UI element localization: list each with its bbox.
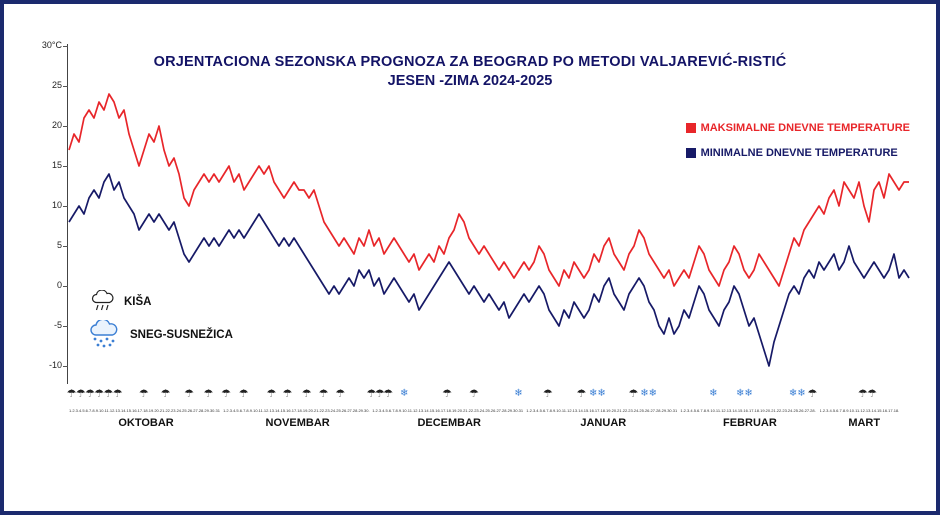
rain-icon: ☂ xyxy=(442,388,452,400)
rain-icon: ☂ xyxy=(66,388,77,400)
snow-icon: ❄ xyxy=(588,388,598,399)
rain-cloud-icon xyxy=(91,290,114,311)
y-tick-mark xyxy=(63,246,68,247)
max-temp-swatch xyxy=(685,123,696,133)
day-numbers: 1.2.3.4.5.6.7.8.9.10.11.12.13.14.15.16.1… xyxy=(372,408,524,413)
snow-icon: ❄ xyxy=(797,388,806,399)
month-label: OKTOBAR xyxy=(118,417,174,429)
month-label: DECEMBAR xyxy=(417,417,481,429)
month-mart: 1.2.3.4.5.6.7.8.9.10.11.12.13.14.15.16.1… xyxy=(820,408,909,429)
day-numbers: 1.2.3.4.5.6.7.8.9.10.11.12.13.14.15.16.1… xyxy=(819,408,900,413)
rain-icon: ☂ xyxy=(160,388,171,400)
rain-icon: ☂ xyxy=(468,388,479,400)
rain-icon: ☂ xyxy=(266,388,277,400)
rain-icon: ☂ xyxy=(335,388,346,400)
series-line-max xyxy=(68,93,909,287)
y-tick-mark xyxy=(63,286,68,287)
rain-icon: ☂ xyxy=(221,388,232,400)
rain-icon: ☂ xyxy=(542,388,553,400)
y-tick-label: 20 xyxy=(51,120,62,130)
y-tick-mark xyxy=(63,166,68,167)
snow-icon: ❄ xyxy=(744,388,753,399)
snow-icon: ❄ xyxy=(640,388,649,399)
snow-icon: ❄ xyxy=(709,388,718,399)
snow-legend: SNEG-SUSNEŽICA xyxy=(88,320,233,350)
rain-icon: ☂ xyxy=(238,388,249,400)
day-numbers: 1.2.3.4.5.6.7.8.9.10.11.12.13.14.15.16.1… xyxy=(69,408,220,413)
rain-legend-label: KIŠA xyxy=(124,296,152,308)
rain-icon: ☂ xyxy=(138,388,149,400)
y-tick-mark xyxy=(63,86,68,87)
rain-icon: ☂ xyxy=(576,388,587,400)
month-novembar: 1.2.3.4.5.6.7.8.9.10.11.12.13.14.15.16.1… xyxy=(223,408,372,429)
y-tick-label: 0 xyxy=(56,280,62,290)
day-numbers: 1.2.3.4.5.6.7.8.9.10.11.12.13.14.15.16.1… xyxy=(526,408,678,413)
min-temp-label: MINIMALNE DNEVNE TEMPERATURE xyxy=(700,147,898,159)
day-numbers: 1.2.3.4.5.6.7.8.9.10.11.12.13.14.15.16.1… xyxy=(680,408,816,413)
rain-icon: ☂ xyxy=(374,388,385,400)
legend-max-row: MAKSIMALNE DNEVNE TEMPERATURE xyxy=(685,122,910,134)
y-tick-label: 5 xyxy=(56,240,62,250)
snow-icon: ❄ xyxy=(399,388,409,399)
y-tick-mark xyxy=(63,46,68,47)
rain-icon: ☂ xyxy=(383,388,394,400)
y-tick-label: -5 xyxy=(53,320,62,330)
rain-icon: ☂ xyxy=(103,388,114,400)
chart-title: ORJENTACIONA SEZONSKA PROGNOZA ZA BEOGRA… xyxy=(4,54,936,89)
snow-icon: ❄ xyxy=(788,388,798,399)
rain-icon: ☂ xyxy=(203,388,214,400)
snow-cloud-icon xyxy=(90,320,118,348)
rain-legend: KIŠA xyxy=(90,290,151,314)
rain-icon: ☂ xyxy=(318,388,329,400)
rain-icon: ☂ xyxy=(85,388,95,400)
month-decembar: 1.2.3.4.5.6.7.8.9.10.11.12.13.14.15.16.1… xyxy=(372,408,526,429)
series-line-min xyxy=(68,173,910,367)
rain-icon: ☂ xyxy=(807,388,818,400)
chart-title-line2: JESEN -ZIMA 2024-2025 xyxy=(387,73,553,89)
y-tick-label: 10 xyxy=(51,200,62,210)
month-oktobar: 1.2.3.4.5.6.7.8.9.10.11.12.13.14.15.16.1… xyxy=(69,408,223,429)
rain-icon: ☂ xyxy=(867,388,877,400)
snow-legend-label: SNEG-SUSNEŽICA xyxy=(130,329,233,341)
month-label: JANUAR xyxy=(580,417,627,429)
rain-icon: ☂ xyxy=(184,388,195,400)
rain-icon: ☂ xyxy=(112,388,123,400)
series-legend: MAKSIMALNE DNEVNE TEMPERATURE MINIMALNE … xyxy=(685,122,910,159)
day-numbers: 1.2.3.4.5.6.7.8.9.10.11.12.13.14.15.16.1… xyxy=(223,408,370,413)
legend-min-row: MINIMALNE DNEVNE TEMPERATURE xyxy=(685,147,898,159)
y-tick-mark xyxy=(63,126,68,127)
month-label: FEBRUAR xyxy=(723,417,777,429)
y-tick-label: 25 xyxy=(51,80,62,90)
rain-icon: ☂ xyxy=(301,388,312,400)
rain-icon: ☂ xyxy=(857,388,868,400)
y-tick-label: -10 xyxy=(48,360,62,370)
month-axis: 1.2.3.4.5.6.7.8.9.10.11.12.13.14.15.16.1… xyxy=(69,408,909,429)
month-februar: 1.2.3.4.5.6.7.8.9.10.11.12.13.14.15.16.1… xyxy=(680,408,819,429)
rain-icon: ☂ xyxy=(75,388,86,400)
y-tick-label: 15 xyxy=(51,160,62,170)
y-tick-mark xyxy=(63,366,68,367)
y-tick-label: 30°C xyxy=(41,40,62,50)
rain-icon: ☂ xyxy=(282,388,293,400)
y-tick-mark xyxy=(63,326,68,327)
chart-title-line1: ORJENTACIONA SEZONSKA PROGNOZA ZA BEOGRA… xyxy=(153,54,787,70)
snow-icon: ❄ xyxy=(514,388,523,399)
snow-icon: ❄ xyxy=(648,388,657,399)
max-temp-label: MAKSIMALNE DNEVNE TEMPERATURE xyxy=(700,122,910,134)
month-label: NOVEMBAR xyxy=(265,417,330,429)
snow-icon: ❄ xyxy=(735,388,745,399)
rain-icon: ☂ xyxy=(94,388,105,400)
rain-icon: ☂ xyxy=(366,388,377,400)
precipitation-markers: ☂ ☂ ☂ ☂ ☂ ☂ ☂ ☂ ☂ ☂ ☂ ☂ ☂ ☂ ☂ ☂ ☂ ☂ ☂ ☂ ❄ ☂ ☂ ❄ ☂ ☂ ❄ ❄ ☂ ❄ ❄ ❄ ❄ ❄ ❄ ❄ ☂ ☂ ☂ xyxy=(66,385,909,405)
month-januar: 1.2.3.4.5.6.7.8.9.10.11.12.13.14.15.16.1… xyxy=(526,408,680,429)
rain-icon: ☂ xyxy=(628,388,639,400)
snow-icon: ❄ xyxy=(597,388,606,399)
temperature-chart xyxy=(68,93,910,367)
y-tick-mark xyxy=(63,206,68,207)
month-label: MART xyxy=(848,417,881,429)
min-temp-swatch xyxy=(685,148,696,158)
y-axis-line xyxy=(67,44,68,384)
